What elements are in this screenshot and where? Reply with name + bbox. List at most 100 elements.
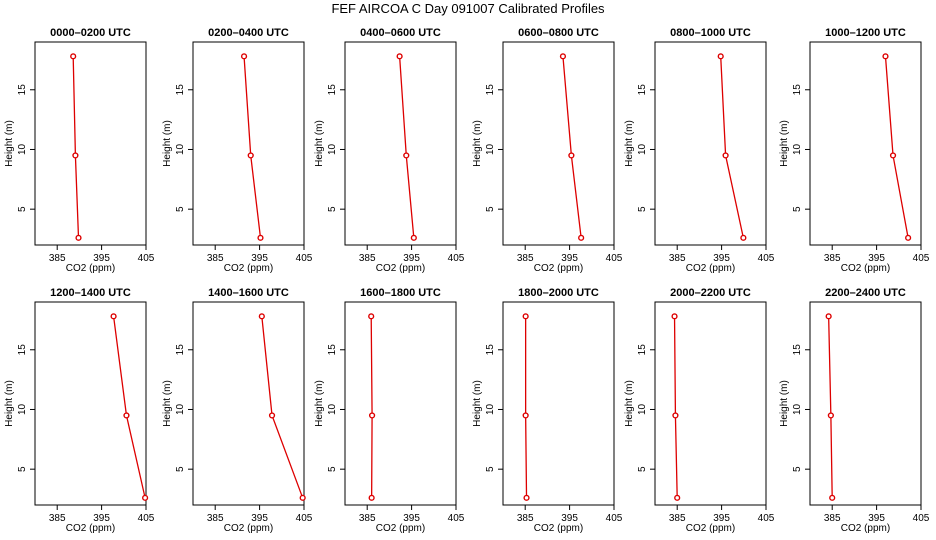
y-tick-label: 5 (485, 466, 496, 472)
x-tick-label: 385 (359, 253, 376, 264)
x-axis-label: CO2 (ppm) (376, 263, 425, 274)
y-tick-label: 15 (327, 84, 338, 96)
y-tick-label: 10 (485, 143, 496, 155)
panel-title: 1000–1200 UTC (825, 27, 906, 39)
profile-line (398, 56, 415, 238)
x-tick-label: 395 (713, 253, 730, 264)
x-tick-label: 395 (868, 513, 885, 524)
x-tick-label: 405 (138, 253, 155, 264)
panel-1: 0200–0400 UTC 385 395 405 5 10 15 CO2 (ppm) Heig… (162, 27, 313, 274)
profile-line (261, 316, 304, 499)
data-point (410, 234, 417, 241)
y-tick-label: 5 (792, 206, 803, 212)
data-point (889, 152, 897, 159)
x-tick-label: 395 (251, 513, 268, 524)
profile-line (112, 316, 146, 498)
x-tick-label: 405 (448, 253, 465, 264)
panel-title: 1800–2000 UTC (518, 287, 599, 299)
x-tick-label: 395 (713, 513, 730, 524)
data-point (568, 152, 575, 159)
y-tick-label: 5 (485, 206, 496, 212)
x-tick-label: 405 (138, 513, 155, 524)
data-point (403, 152, 410, 159)
y-tick-label: 10 (792, 143, 803, 155)
x-tick-label: 395 (868, 253, 885, 264)
data-point (240, 53, 248, 60)
profile-line (884, 56, 909, 238)
data-point (368, 494, 375, 501)
data-point (368, 313, 375, 320)
y-tick-label: 5 (637, 466, 648, 472)
panel-7: 1400–1600 UTC 385 395 405 5 10 15 CO2 (ppm) Heig… (162, 287, 313, 534)
panel-4: 0800–1000 UTC 385 395 405 5 10 15 CO2 (ppm) Heig… (624, 27, 775, 274)
x-tick-label: 395 (561, 513, 578, 524)
y-tick-label: 15 (792, 84, 803, 96)
panel-title: 1600–1800 UTC (360, 287, 441, 299)
plot-frame (654, 301, 767, 506)
y-tick-label: 15 (637, 344, 648, 356)
x-tick-label: 395 (403, 253, 420, 264)
y-axis-label: Height (m) (314, 120, 325, 167)
x-tick-label: 385 (517, 513, 534, 524)
panel-0: 0000–0200 UTC 385 395 405 5 10 15 CO2 (ppm) Heig… (4, 27, 155, 274)
profile-line (720, 56, 744, 238)
x-tick-label: 395 (93, 253, 110, 264)
data-point (522, 412, 529, 419)
x-tick-label: 405 (758, 253, 775, 264)
y-tick-label: 5 (327, 466, 338, 472)
y-tick-label: 10 (175, 143, 186, 155)
plot-frame (809, 301, 922, 506)
y-tick-label: 15 (175, 344, 186, 356)
data-point (142, 494, 149, 501)
plot-frame (344, 301, 457, 506)
panel-11: 2200–2400 UTC 385 395 405 5 10 15 CO2 (ppm) Heig… (779, 287, 930, 534)
panel-5: 1000–1200 UTC 385 395 405 5 10 15 CO2 (ppm) Heig… (779, 27, 930, 274)
data-point (905, 234, 912, 241)
profile-line (673, 316, 678, 498)
y-tick-label: 5 (792, 466, 803, 472)
plot-frame (654, 41, 767, 246)
data-point (523, 494, 530, 501)
x-tick-label: 405 (296, 253, 313, 264)
y-axis-label: Height (m) (472, 380, 483, 427)
plot-frame (34, 301, 147, 506)
data-point (578, 234, 585, 241)
data-point (72, 152, 79, 159)
data-point (110, 313, 117, 320)
x-tick-label: 405 (758, 513, 775, 524)
plot-frame (502, 301, 615, 506)
data-point (674, 494, 681, 501)
y-axis-label: Height (m) (779, 120, 790, 167)
x-axis-label: CO2 (ppm) (534, 523, 583, 534)
panel-title: 1400–1600 UTC (208, 287, 289, 299)
x-axis-label: CO2 (ppm) (534, 263, 583, 274)
profile-line (524, 316, 528, 498)
profile-line (72, 56, 80, 238)
x-axis-label: CO2 (ppm) (66, 523, 115, 534)
panel-title: 0200–0400 UTC (208, 27, 289, 39)
x-axis-label: CO2 (ppm) (376, 523, 425, 534)
y-tick-label: 10 (637, 143, 648, 155)
x-tick-label: 405 (448, 513, 465, 524)
plot-frame (192, 41, 305, 246)
panel-title: 1200–1400 UTC (50, 287, 131, 299)
data-point (827, 412, 834, 419)
y-tick-label: 10 (792, 403, 803, 415)
y-axis-label: Height (m) (779, 380, 790, 427)
y-tick-label: 5 (637, 206, 648, 212)
data-point (717, 53, 724, 60)
data-point (257, 234, 264, 241)
y-tick-label: 5 (17, 466, 28, 472)
panel-title: 0400–0600 UTC (360, 27, 441, 39)
panel-10: 2000–2200 UTC 385 395 405 5 10 15 CO2 (ppm) Heig… (624, 287, 775, 534)
data-point (522, 313, 529, 320)
y-axis-label: Height (m) (624, 120, 635, 167)
y-tick-label: 10 (17, 143, 28, 155)
panel-title: 0800–1000 UTC (670, 27, 751, 39)
plot-frame (34, 41, 147, 246)
data-point (368, 412, 376, 419)
y-tick-label: 10 (485, 403, 496, 415)
y-tick-label: 15 (792, 344, 803, 356)
profile-line (827, 316, 833, 498)
